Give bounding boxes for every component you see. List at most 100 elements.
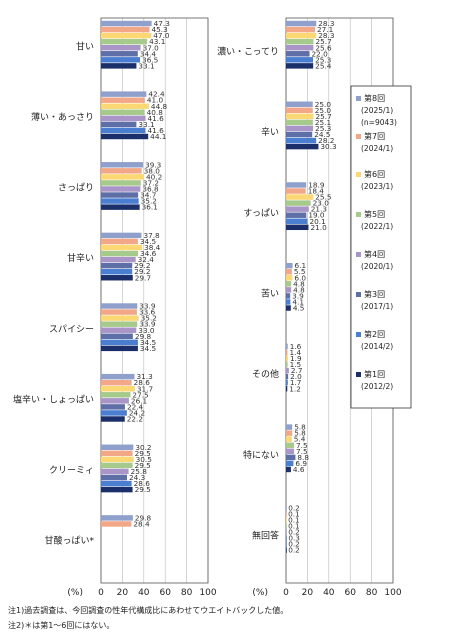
p2-bar-3-0 bbox=[286, 262, 293, 269]
p2-x-tick-4: 80 bbox=[366, 588, 378, 598]
p1-bar-1-4 bbox=[101, 115, 146, 122]
p2-value-label-6-0: 0.2 bbox=[288, 503, 300, 512]
legend-label-3: 第5回 bbox=[364, 209, 385, 219]
p1-value-label-3-0: 37.8 bbox=[143, 231, 160, 240]
p2-bar-0-2 bbox=[286, 32, 317, 39]
p1-value-label-6-5: 24.3 bbox=[129, 473, 146, 482]
p2-bar-2-4 bbox=[286, 206, 309, 212]
footnote-2: 注2)＊は第1～6回にはない。 bbox=[8, 621, 115, 630]
legend-swatch-7 bbox=[356, 372, 361, 377]
p2-value-label-3-5: 3.9 bbox=[292, 291, 304, 300]
p2-bar-0-7 bbox=[286, 63, 314, 69]
p2-bar-5-6 bbox=[286, 460, 294, 467]
p1-value-label-3-4: 32.4 bbox=[138, 255, 155, 264]
p2-category-label-6: 無回答 bbox=[252, 530, 279, 542]
p2-bar-3-5 bbox=[286, 293, 291, 299]
p1-value-label-1-6: 41.6 bbox=[148, 126, 165, 135]
p2-value-label-0-7: 25.4 bbox=[315, 61, 332, 70]
p1-value-label-4-0: 33.9 bbox=[139, 302, 156, 311]
p1-value-label-6-0: 30.2 bbox=[135, 443, 151, 452]
p1-bar-2-5 bbox=[101, 192, 139, 198]
p2-bar-2-3 bbox=[286, 200, 311, 206]
p1-x-tick-0: 0 bbox=[98, 588, 104, 598]
p2-bar-0-3 bbox=[286, 38, 314, 45]
p1-bar-1-3 bbox=[101, 109, 145, 116]
p2-bar-1-1 bbox=[286, 107, 313, 114]
p2-value-label-5-5: 8.8 bbox=[297, 453, 309, 462]
p1-value-label-0-1: 45.3 bbox=[151, 25, 168, 34]
p2-value-label-4-6: 1.7 bbox=[290, 378, 302, 387]
p1-bar-5-3 bbox=[101, 392, 131, 398]
p2-bar-4-0 bbox=[286, 343, 288, 350]
p1-x-tick-1: 20 bbox=[117, 588, 129, 598]
p2-value-label-0-5: 22.0 bbox=[312, 49, 329, 58]
p2-value-label-3-0: 6.1 bbox=[295, 261, 307, 270]
p1-value-label-0-4: 37.0 bbox=[143, 43, 160, 52]
p2-bar-1-5 bbox=[286, 131, 313, 138]
p1-x-tick-2: 40 bbox=[138, 588, 150, 598]
p1-bar-1-6 bbox=[101, 127, 146, 134]
p1-value-label-1-7: 44.1 bbox=[150, 132, 166, 141]
p1-bar-5-6 bbox=[101, 410, 127, 416]
p2-value-label-3-2: 6.0 bbox=[294, 273, 306, 282]
p1-value-label-1-2: 44.8 bbox=[151, 102, 168, 111]
p2-bar-6-2 bbox=[286, 517, 287, 523]
p1-value-label-3-3: 34.6 bbox=[140, 249, 157, 258]
p1-value-label-0-7: 33.1 bbox=[138, 61, 154, 70]
p2-bar-5-4 bbox=[286, 448, 295, 455]
p1-bar-1-5 bbox=[101, 121, 137, 128]
p2-x-tick-2: 40 bbox=[323, 588, 335, 598]
p2-value-label-5-3: 7.5 bbox=[296, 441, 308, 450]
p2-value-label-0-3: 25.7 bbox=[315, 37, 332, 46]
p2-category-label-5: 特にない bbox=[243, 449, 279, 461]
p1-category-label-7: 甘酸っぱい* bbox=[44, 535, 94, 547]
p2-bar-5-3 bbox=[286, 442, 295, 448]
p2-value-label-5-1: 5.8 bbox=[294, 429, 306, 438]
legend-date-1: (2024/1) bbox=[361, 144, 393, 153]
p1-category-label-4: スパイシー bbox=[49, 324, 94, 335]
p1-bar-4-2 bbox=[101, 315, 139, 321]
p1-value-label-1-3: 40.8 bbox=[147, 108, 164, 117]
legend-swatch-5 bbox=[356, 292, 361, 297]
p2-value-label-1-0: 25.0 bbox=[315, 100, 332, 109]
p2-x-tick-5: 100 bbox=[384, 588, 401, 598]
p1-x-tick-4: 80 bbox=[181, 588, 193, 598]
p2-value-label-5-4: 7.5 bbox=[296, 447, 308, 456]
p2-value-label-0-1: 27.1 bbox=[317, 25, 333, 34]
p1-category-label-3: 甘辛い bbox=[67, 252, 94, 264]
p1-value-label-5-0: 31.3 bbox=[136, 372, 153, 381]
p1-bar-6-5 bbox=[101, 474, 128, 481]
p2-bar-2-2 bbox=[286, 194, 314, 200]
legend-sample-size-0: (n=9043) bbox=[361, 118, 397, 127]
p1-value-label-3-1: 34.5 bbox=[140, 237, 156, 246]
p2-bar-2-0 bbox=[286, 182, 307, 188]
p2-bar-3-3 bbox=[286, 281, 292, 287]
p1-value-label-5-1: 28.6 bbox=[134, 378, 151, 387]
p1-bar-0-3 bbox=[101, 38, 148, 45]
p1-category-label-2: さっぱり bbox=[58, 183, 94, 194]
footnote-1: 注1)過去調査は、今回調査の性年代構成比にあわせてウエイトバックした値。 bbox=[8, 606, 289, 615]
p1-bar-4-1 bbox=[101, 309, 137, 315]
p2-value-label-3-7: 4.5 bbox=[293, 304, 305, 313]
p2-x-tick-1: 20 bbox=[302, 588, 314, 598]
p2-value-label-6-5: 0.3 bbox=[288, 534, 300, 543]
p1-value-label-4-6: 34.5 bbox=[140, 338, 156, 347]
legend-swatch-6 bbox=[356, 332, 361, 337]
p1-value-label-3-5: 29.2 bbox=[134, 261, 150, 270]
legend-date-6: (2014/2) bbox=[361, 342, 393, 351]
p1-bar-5-1 bbox=[101, 379, 132, 386]
p1-bar-4-4 bbox=[101, 327, 137, 333]
legend-swatch-4 bbox=[356, 252, 361, 257]
p1-bar-0-2 bbox=[101, 32, 152, 39]
p1-bar-3-7 bbox=[101, 275, 133, 281]
p2-bar-4-4 bbox=[286, 367, 289, 374]
p2-value-label-0-2: 28.3 bbox=[318, 31, 335, 40]
p1-bar-5-2 bbox=[101, 386, 135, 392]
p2-value-label-5-0: 5.8 bbox=[294, 423, 306, 432]
legend-label-2: 第6回 bbox=[364, 169, 385, 179]
legend-date-7: (2012/2) bbox=[361, 382, 393, 391]
p1-bar-0-6 bbox=[101, 57, 141, 63]
p1-bar-1-7 bbox=[101, 133, 149, 140]
p2-bar-4-6 bbox=[286, 379, 288, 386]
